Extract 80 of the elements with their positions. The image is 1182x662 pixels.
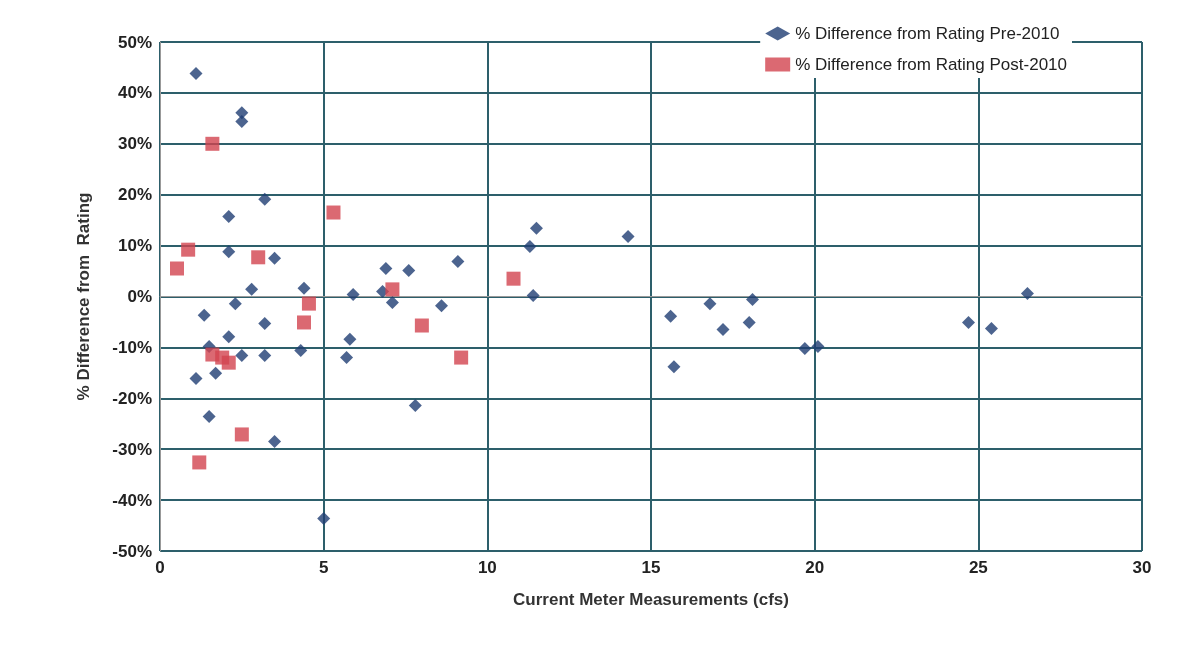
point xyxy=(506,271,521,286)
point xyxy=(170,261,185,276)
legend-label: % Difference from Rating Pre-2010 xyxy=(795,24,1060,43)
point xyxy=(451,254,465,268)
point xyxy=(454,350,469,365)
point xyxy=(228,297,242,311)
y-tick-label: 0% xyxy=(127,287,152,306)
point xyxy=(984,322,998,336)
point xyxy=(251,250,266,265)
point xyxy=(526,288,540,302)
y-tick-label: -20% xyxy=(112,388,152,408)
point xyxy=(346,287,360,301)
point xyxy=(205,136,220,151)
point xyxy=(962,315,976,329)
point xyxy=(189,67,203,81)
point xyxy=(297,281,311,295)
y-axis-title: % Difference from Rating xyxy=(74,192,93,401)
point xyxy=(234,427,249,442)
point xyxy=(703,297,717,311)
point xyxy=(385,296,399,310)
point xyxy=(209,366,223,380)
point xyxy=(235,114,249,128)
point xyxy=(716,323,730,337)
point xyxy=(811,339,825,353)
y-tick-label: 30% xyxy=(117,134,152,154)
point xyxy=(258,349,272,363)
x-axis-title: Current Meter Measurements (cfs) xyxy=(513,590,789,609)
point xyxy=(385,282,400,297)
y-tick-label: -30% xyxy=(112,439,152,459)
point xyxy=(222,245,236,259)
x-tick-label: 30 xyxy=(1132,558,1152,577)
point xyxy=(181,242,196,257)
point xyxy=(215,350,230,365)
point xyxy=(408,398,422,412)
point xyxy=(621,229,635,243)
x-tick-label: 0 xyxy=(155,558,165,577)
point xyxy=(258,192,272,206)
point xyxy=(294,343,308,357)
point xyxy=(197,308,211,322)
point xyxy=(523,240,537,254)
point xyxy=(235,349,249,363)
point xyxy=(258,316,272,330)
point xyxy=(297,315,312,330)
point xyxy=(1020,286,1034,300)
point xyxy=(268,251,282,265)
point xyxy=(414,318,429,333)
point xyxy=(745,293,759,307)
y-tick-label: -50% xyxy=(112,541,152,561)
point xyxy=(340,351,354,365)
point xyxy=(192,455,207,470)
x-tick-label: 10 xyxy=(477,558,497,577)
point xyxy=(664,309,678,323)
point xyxy=(301,296,316,311)
y-tick-label: -40% xyxy=(112,490,152,510)
point xyxy=(435,299,449,313)
point xyxy=(202,410,216,424)
legend-label: % Difference from Rating Post-2010 xyxy=(795,55,1068,74)
point xyxy=(222,330,236,344)
y-tick-label: 40% xyxy=(117,83,152,103)
y-tick-label: 10% xyxy=(117,236,152,256)
point xyxy=(343,332,357,346)
y-tick-label: 50% xyxy=(117,32,152,52)
x-tick-label: 15 xyxy=(641,558,661,577)
y-tick-label: -10% xyxy=(112,337,152,357)
point xyxy=(742,315,756,329)
x-tick-label: 25 xyxy=(968,558,988,577)
point xyxy=(189,371,203,385)
point xyxy=(529,221,543,235)
point xyxy=(268,435,282,449)
point xyxy=(402,264,416,278)
point xyxy=(379,262,393,276)
point xyxy=(667,360,681,374)
point xyxy=(317,511,331,525)
point xyxy=(326,205,341,220)
x-tick-label: 20 xyxy=(805,558,825,577)
point xyxy=(798,341,812,355)
point xyxy=(222,210,236,224)
point xyxy=(245,282,259,296)
x-tick-label: 5 xyxy=(318,558,329,577)
y-tick-label: 20% xyxy=(117,185,152,205)
